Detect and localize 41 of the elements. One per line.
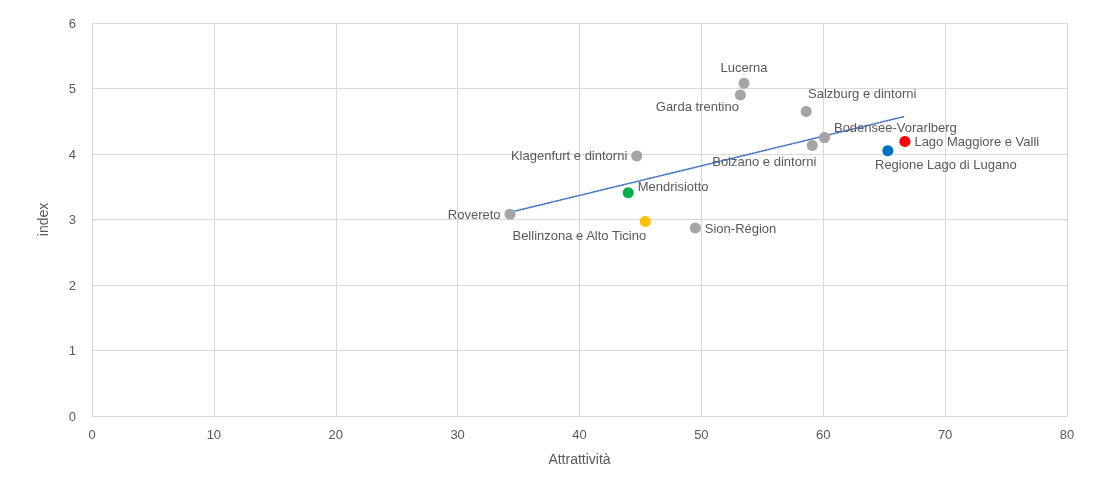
point: [504, 208, 516, 220]
point: [631, 150, 643, 162]
series-label: Garda trentino: [655, 98, 739, 114]
y-axis-title: index: [35, 202, 51, 237]
series-label: Bolzano e dintorni: [712, 153, 817, 169]
y-tick-label: 1: [68, 343, 76, 358]
point: [806, 139, 818, 151]
point: [622, 187, 634, 199]
x-tick-label: 80: [1059, 427, 1075, 442]
x-tick-label: 70: [937, 427, 953, 442]
point: [689, 222, 701, 234]
point: [899, 136, 911, 148]
x-tick-label: 10: [206, 427, 222, 442]
y-tick-label: 5: [68, 81, 76, 96]
series-label: Lucerna: [720, 59, 769, 75]
x-tick-label: 20: [328, 427, 343, 442]
y-tick-label: 3: [68, 212, 76, 227]
point: [734, 89, 746, 101]
y-tick-label: 6: [68, 15, 76, 31]
point: [818, 132, 830, 144]
series-label: Bellinzona e Alto Ticino: [512, 227, 647, 243]
series-label: Klagenfurt e dintorni: [510, 148, 628, 164]
series-label: Sion-Région: [704, 220, 777, 236]
x-tick-label: 30: [450, 427, 465, 442]
point: [800, 105, 812, 117]
series-label: Mendrisiotto: [637, 179, 709, 195]
y-tick-label: 4: [68, 146, 76, 162]
series-label: Regione Lago di Lugano: [875, 157, 1017, 173]
point: [639, 215, 651, 227]
x-tick-label: 50: [694, 427, 709, 442]
point: [738, 77, 750, 89]
x-tick-label: 40: [572, 427, 587, 442]
y-tick-label: 0: [68, 408, 76, 424]
series-label: Lago Maggiore e Valli: [914, 134, 1040, 150]
y-tick-label: 2: [68, 277, 76, 293]
point: [882, 145, 894, 157]
x-axis-title: Attrattività: [548, 451, 611, 467]
x-tick-label: 60: [816, 427, 831, 442]
series-label: Salzburg e dintorni: [807, 85, 917, 101]
x-tick-label: 0: [88, 427, 96, 442]
series-label: Rovereto: [447, 206, 501, 222]
